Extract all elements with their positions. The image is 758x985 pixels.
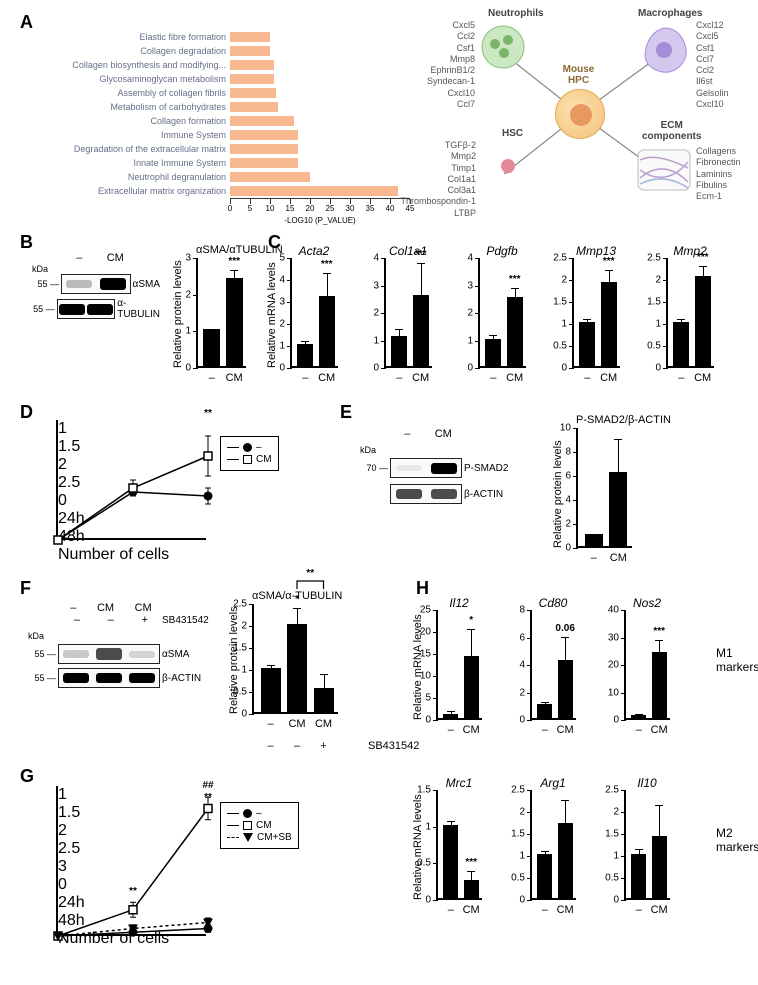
enrichment-bar: Collagen biosynthesis and modifying...	[20, 58, 412, 72]
hpc-label: Mouse HPC	[552, 64, 605, 86]
lane-cm: CM	[435, 428, 452, 440]
macrophages-title: Macrophages	[638, 8, 702, 19]
hsc-title: HSC	[502, 128, 523, 139]
macrophages-genes: Cxcl12Cxcl5Csf1Ccl7Ccl2Il6stGelsolinCxcl…	[696, 20, 754, 110]
panel-g-line-chart: 11.522.53024h48hNumber of cells**##**–CM…	[56, 786, 206, 936]
kda55b: 55 —	[28, 673, 56, 683]
bactin-label: β-ACTIN	[162, 673, 201, 684]
panel-c-chart-col1a1: Col1a101234–CM***	[384, 244, 432, 368]
panel-letter-e: E	[340, 402, 352, 423]
panel-a-enrichment-bar-chart: Elastic fibre formationCollagen degradat…	[20, 30, 412, 212]
panel-letter-b: B	[20, 232, 33, 253]
tubulin-label: α-TUBULIN	[117, 298, 160, 320]
ecm-title: ECM components	[642, 120, 701, 142]
m2-markers-label: M2 markers	[716, 826, 758, 854]
panel-c-chart-pdgfb: Pdgfb01234–CM***	[478, 244, 526, 368]
enrichment-bar: Collagen formation	[20, 114, 412, 128]
laneb2: –	[108, 614, 114, 626]
panel-f-blot: – CM CM – – + SB431542 kDa 55 — αSMA 55 …	[28, 602, 218, 688]
enrichment-bar: Collagen degradation	[20, 44, 412, 58]
kda-label: kDa	[28, 631, 44, 641]
kda55-1: 55 —	[32, 279, 59, 289]
enrichment-bar: Assembly of collagen fibrils	[20, 86, 412, 100]
psmad2-label: P-SMAD2	[464, 463, 508, 474]
bactin-label: β-ACTIN	[464, 489, 503, 500]
panel-b-blot: – CM kDa 55 — αSMA 55 — α-TUBULIN	[32, 252, 160, 320]
laneb3: +	[142, 614, 148, 626]
sb-label: SB431542	[162, 615, 209, 626]
panel-c-chart-mmp2: Mmp200.511.522.5–CM***	[666, 244, 714, 368]
lane1: –	[70, 602, 76, 614]
enrichment-bar: Innate Immune System	[20, 156, 412, 170]
panel-h-chart-nos2: Nos2010203040–CM***	[624, 596, 670, 720]
panel-letter-d: D	[20, 402, 33, 423]
panel-letter-g: G	[20, 766, 34, 787]
m1-markers-label: M1 markers	[716, 646, 758, 674]
lane2: CM	[97, 602, 114, 614]
neutrophils-genes: Cxcl5Ccl2Csf1Mmp8EphrinB1/2Syndecan-1Cxc…	[409, 20, 475, 110]
panel-e-blot: – CM kDa 70 — P-SMAD2 β-ACTIN	[360, 428, 520, 504]
panel-letter-h: H	[416, 578, 429, 599]
panel-d-line-chart: 11.522.5024h48hNumber of cells**–CM	[56, 420, 206, 540]
panel-h-chart-il12: Il120510152025–CM*Relative mRNA levels	[436, 596, 482, 720]
enrichment-bar: Immune System	[20, 128, 412, 142]
panel-h-chart-il10: Il1000.511.522.5–CM	[624, 776, 670, 900]
panel-c-chart-mmp13: Mmp1300.511.522.5–CM***	[572, 244, 620, 368]
enrichment-bar: Glycosaminoglycan metabolism	[20, 72, 412, 86]
enrichment-bar: Elastic fibre formation	[20, 30, 412, 44]
lane-cm: CM	[107, 252, 124, 264]
panel-h-chart-arg1: Arg100.511.522.5–CM	[530, 776, 576, 900]
lane3: CM	[135, 602, 152, 614]
legend: –CM	[220, 436, 279, 471]
lane-minus: –	[76, 252, 82, 264]
asma-label: αSMA	[162, 649, 189, 660]
panel-h-chart-cd80: Cd8002468–CM0.06	[530, 596, 576, 720]
panel-h-chart-mrc1: Mrc100.511.5–CM***Relative mRNA levels	[436, 776, 482, 900]
laneb1: –	[74, 614, 80, 626]
legend: –CMCM+SB	[220, 802, 299, 849]
panel-f-bar-chart: αSMA/α-TUBULIN00.511.522.5–CMCMRelative …	[252, 590, 342, 714]
panel-a-secretome-diagram: Mouse HPC Neutrophils Cxcl5Ccl2Csf1Mmp8E…	[414, 8, 746, 220]
panel-e-bar-chart: P-SMAD2/β-ACTIN0246810–CMRelative protei…	[576, 414, 671, 548]
enrichment-bar: Degradation of the extracellular matrix	[20, 142, 412, 156]
kda-label: kDa	[360, 445, 376, 455]
kda55a: 55 —	[28, 649, 56, 659]
kda70: 70 —	[360, 463, 388, 473]
panel-c-chart-acta2: Acta2012345–CM***Relative mRNA levels	[290, 244, 338, 368]
enrichment-bar: Metabolism of carbohydrates	[20, 100, 412, 114]
enrichment-bar: Neutrophil degranulation	[20, 170, 412, 184]
asma-label: αSMA	[133, 279, 160, 290]
ecm-genes: CollagensFibronectinLamininsFibulinsEcm-…	[696, 146, 754, 202]
neutrophils-title: Neutrophils	[488, 8, 544, 19]
lane-minus: –	[404, 428, 410, 440]
enrichment-bar: Extracellular matrix organization	[20, 184, 412, 198]
kda55-2: 55 —	[32, 304, 55, 314]
kda-label: kDa	[32, 264, 48, 274]
hsc-genes: TGFβ-2Mmp2Timp1Col1a1Col3a1Thrombospondi…	[392, 140, 476, 219]
panel-letter-f: F	[20, 578, 31, 599]
